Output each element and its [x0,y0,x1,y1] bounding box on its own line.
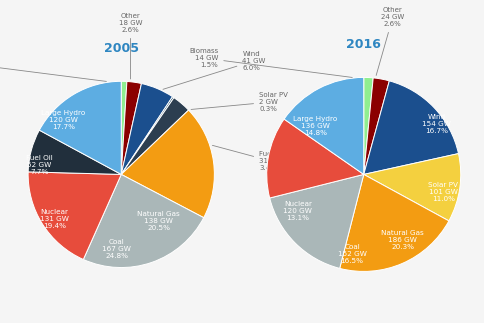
Wedge shape [269,174,363,268]
Wedge shape [363,78,373,174]
Wedge shape [28,130,121,174]
Wedge shape [28,172,121,259]
Wedge shape [339,174,448,271]
Wedge shape [121,81,141,174]
Text: Biomass
14 GW
1.5%: Biomass 14 GW 1.5% [189,48,351,78]
Wedge shape [121,98,188,174]
Text: Coal
167 GW
24.8%: Coal 167 GW 24.8% [102,239,131,259]
Text: Wind
41 GW
6.0%: Wind 41 GW 6.0% [163,51,265,89]
Wedge shape [83,174,203,267]
Text: Large Hydro
136 GW
14.8%: Large Hydro 136 GW 14.8% [292,116,337,136]
Text: Other
24 GW
2.6%: Other 24 GW 2.6% [376,7,404,76]
Text: Natural Gas
186 GW
20.3%: Natural Gas 186 GW 20.3% [380,230,423,250]
Text: Wind
154 GW
16.7%: Wind 154 GW 16.7% [421,114,450,134]
Wedge shape [121,97,174,174]
Wedge shape [363,78,389,174]
Title: 2005: 2005 [104,42,138,56]
Wedge shape [121,81,127,174]
Title: 2016: 2016 [346,37,380,51]
Wedge shape [363,153,460,221]
Text: Nuclear
120 GW
13.1%: Nuclear 120 GW 13.1% [283,201,312,221]
Text: Biomass
7 GW
1.0%: Biomass 7 GW 1.0% [0,53,106,81]
Text: Nuclear
131 GW
19.4%: Nuclear 131 GW 19.4% [40,209,69,229]
Wedge shape [363,81,457,174]
Text: Natural Gas
138 GW
20.5%: Natural Gas 138 GW 20.5% [137,211,180,231]
Text: Solar PV
101 GW
11.0%: Solar PV 101 GW 11.0% [427,182,457,202]
Text: Fuel Oil
52 GW
7.7%: Fuel Oil 52 GW 7.7% [26,155,53,175]
Wedge shape [39,81,121,174]
Wedge shape [284,78,363,174]
Wedge shape [121,110,214,218]
Wedge shape [121,84,172,174]
Text: Other
18 GW
2.6%: Other 18 GW 2.6% [119,13,142,79]
Text: Coal
152 GW
16.5%: Coal 152 GW 16.5% [337,244,366,264]
Text: Large Hydro
120 GW
17.7%: Large Hydro 120 GW 17.7% [41,110,86,130]
Wedge shape [266,119,363,198]
Text: Fuel Oil
31 GW
3.4%: Fuel Oil 31 GW 3.4% [212,145,285,172]
Text: Solar PV
2 GW
0.3%: Solar PV 2 GW 0.3% [191,92,287,112]
